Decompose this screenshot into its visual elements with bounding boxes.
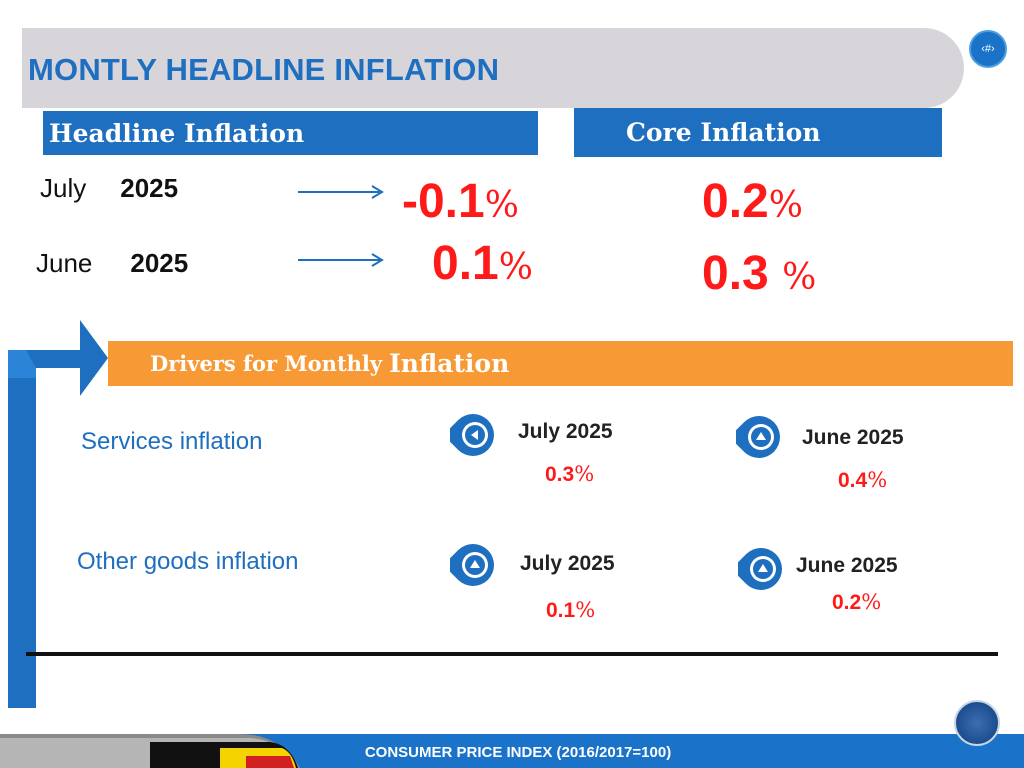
arrow-up-pin-icon	[736, 416, 780, 458]
core-value-june-pct: %	[782, 257, 817, 298]
row-june-label: June 2025	[36, 248, 188, 279]
services-july-pct: %	[574, 462, 595, 486]
ubos-logo-icon	[954, 700, 1000, 746]
services-june-period: June 2025	[802, 426, 904, 449]
drivers-header-part1: Drivers for Monthly	[150, 351, 383, 376]
other-goods-july-period: July 2025	[520, 552, 615, 575]
arrow-right-icon	[298, 185, 384, 199]
row-july-label: July 2025	[40, 173, 178, 204]
bent-arrow-icon	[8, 320, 108, 396]
other-goods-july-pct: %	[575, 598, 596, 622]
row-june-year: 2025	[130, 248, 189, 278]
arrow-up-pin-icon	[738, 548, 782, 590]
core-value-june-number: 0.3	[702, 247, 783, 300]
core-inflation-header: Core Inflation	[574, 108, 942, 157]
headline-inflation-header-label: Headline Inflation	[49, 118, 305, 148]
other-goods-june-value: 0.2%	[832, 590, 881, 615]
arrow-left-pin-icon	[450, 414, 494, 456]
headline-value-june: 0.1%	[432, 240, 533, 288]
core-value-july: 0.2%	[702, 178, 803, 226]
services-june-number: 0.4	[838, 469, 868, 492]
other-goods-july-number: 0.1	[546, 599, 576, 622]
headline-value-june-number: 0.1	[432, 237, 499, 290]
headline-value-july-pct: %	[484, 185, 519, 226]
arrow-up-pin-icon	[450, 544, 494, 586]
headline-value-july-number: -0.1	[402, 175, 485, 228]
services-june-value: 0.4%	[838, 468, 887, 493]
row-july-year: 2025	[120, 173, 179, 203]
row-june-month: June	[36, 248, 93, 278]
bottom-divider	[26, 652, 998, 656]
services-july-number: 0.3	[545, 463, 575, 486]
footer-text: CONSUMER PRICE INDEX (2016/2017=100)	[364, 744, 672, 761]
left-vertical-bar	[8, 378, 36, 708]
flag-ribbon-icon	[0, 734, 300, 768]
headline-inflation-header: Headline Inflation	[43, 111, 538, 155]
core-inflation-header-label: Core Inflation	[626, 118, 821, 147]
services-july-period: July 2025	[518, 420, 613, 443]
title-band	[22, 28, 964, 108]
headline-value-june-pct: %	[498, 247, 533, 288]
services-july-value: 0.3%	[545, 462, 594, 487]
page-number-badge: ‹#›	[969, 30, 1007, 68]
other-goods-july-value: 0.1%	[546, 598, 595, 623]
driver-services-label: Services inflation	[81, 428, 263, 455]
services-june-pct: %	[867, 468, 888, 492]
drivers-header: Drivers for Monthly Inflation	[108, 341, 1013, 386]
other-goods-june-period: June 2025	[796, 554, 898, 577]
core-value-july-pct: %	[768, 185, 803, 226]
driver-other-goods-label: Other goods inflation	[77, 548, 299, 575]
drivers-header-part2: Inflation	[389, 349, 510, 378]
headline-value-july: -0.1%	[402, 178, 519, 226]
core-value-june: 0.3 %	[702, 250, 816, 298]
row-july-month: July	[40, 173, 87, 203]
other-goods-june-number: 0.2	[832, 591, 862, 614]
core-value-july-number: 0.2	[702, 175, 769, 228]
other-goods-june-pct: %	[861, 590, 882, 614]
page-title: MONTLY HEADLINE INFLATION	[28, 52, 500, 87]
arrow-right-icon	[298, 253, 384, 267]
